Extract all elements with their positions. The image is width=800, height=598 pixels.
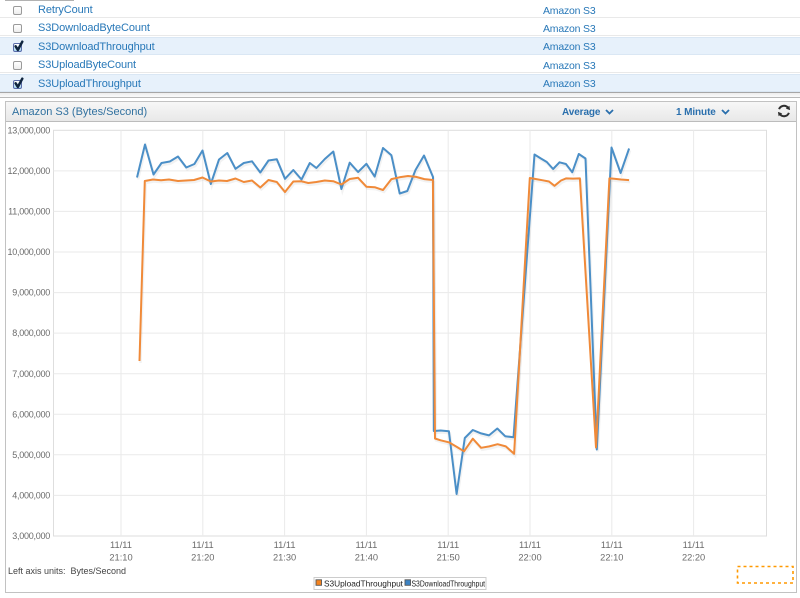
svg-text:11,000,000: 11,000,000 [8,207,50,217]
svg-text:11/11: 11/11 [110,540,132,550]
svg-text:Left axis units: Bytes/Second: Left axis units: Bytes/Second [8,566,126,576]
svg-text:11/11: 11/11 [192,540,214,550]
svg-text:7,000,000: 7,000,000 [12,369,50,379]
svg-text:21:10: 21:10 [109,553,132,563]
svg-text:22:00: 22:00 [518,553,541,563]
svg-text:22:20: 22:20 [682,553,705,563]
svg-text:13,000,000: 13,000,000 [7,125,50,135]
svg-text:11/11: 11/11 [355,540,377,550]
svg-text:11/11: 11/11 [601,540,623,550]
svg-text:S3DownloadThroughput: S3DownloadThroughput [412,579,486,589]
svg-text:5,000,000: 5,000,000 [12,450,50,460]
svg-text:21:30: 21:30 [273,553,296,563]
svg-text:8,000,000: 8,000,000 [12,328,50,338]
svg-text:12,000,000: 12,000,000 [7,166,50,176]
svg-text:22:10: 22:10 [600,553,623,563]
svg-text:11/11: 11/11 [437,540,459,550]
svg-text:21:50: 21:50 [437,553,460,563]
svg-text:21:40: 21:40 [355,553,378,563]
svg-text:3,000,000: 3,000,000 [12,531,50,541]
svg-text:9,000,000: 9,000,000 [12,288,50,298]
svg-text:11/11: 11/11 [519,540,541,550]
svg-text:4,000,000: 4,000,000 [12,491,50,501]
svg-text:10,000,000: 10,000,000 [7,247,50,257]
svg-text:11/11: 11/11 [683,540,705,550]
svg-text:21:20: 21:20 [191,553,214,563]
svg-text:6,000,000: 6,000,000 [12,409,50,419]
svg-text:S3UploadThroughput: S3UploadThroughput [324,579,404,589]
svg-text:11/11: 11/11 [274,540,296,550]
